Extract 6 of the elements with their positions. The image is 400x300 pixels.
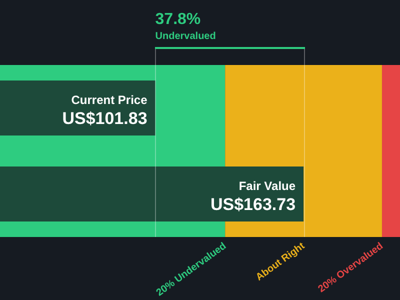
y-tick-label: Current Price	[71, 93, 148, 107]
data-label: US$101.83	[62, 109, 148, 128]
text: 37.8%	[155, 11, 201, 28]
y-tick-label: Fair Value	[238, 179, 296, 193]
data-label: US$163.73	[210, 195, 296, 214]
text: Undervalued	[155, 31, 216, 42]
